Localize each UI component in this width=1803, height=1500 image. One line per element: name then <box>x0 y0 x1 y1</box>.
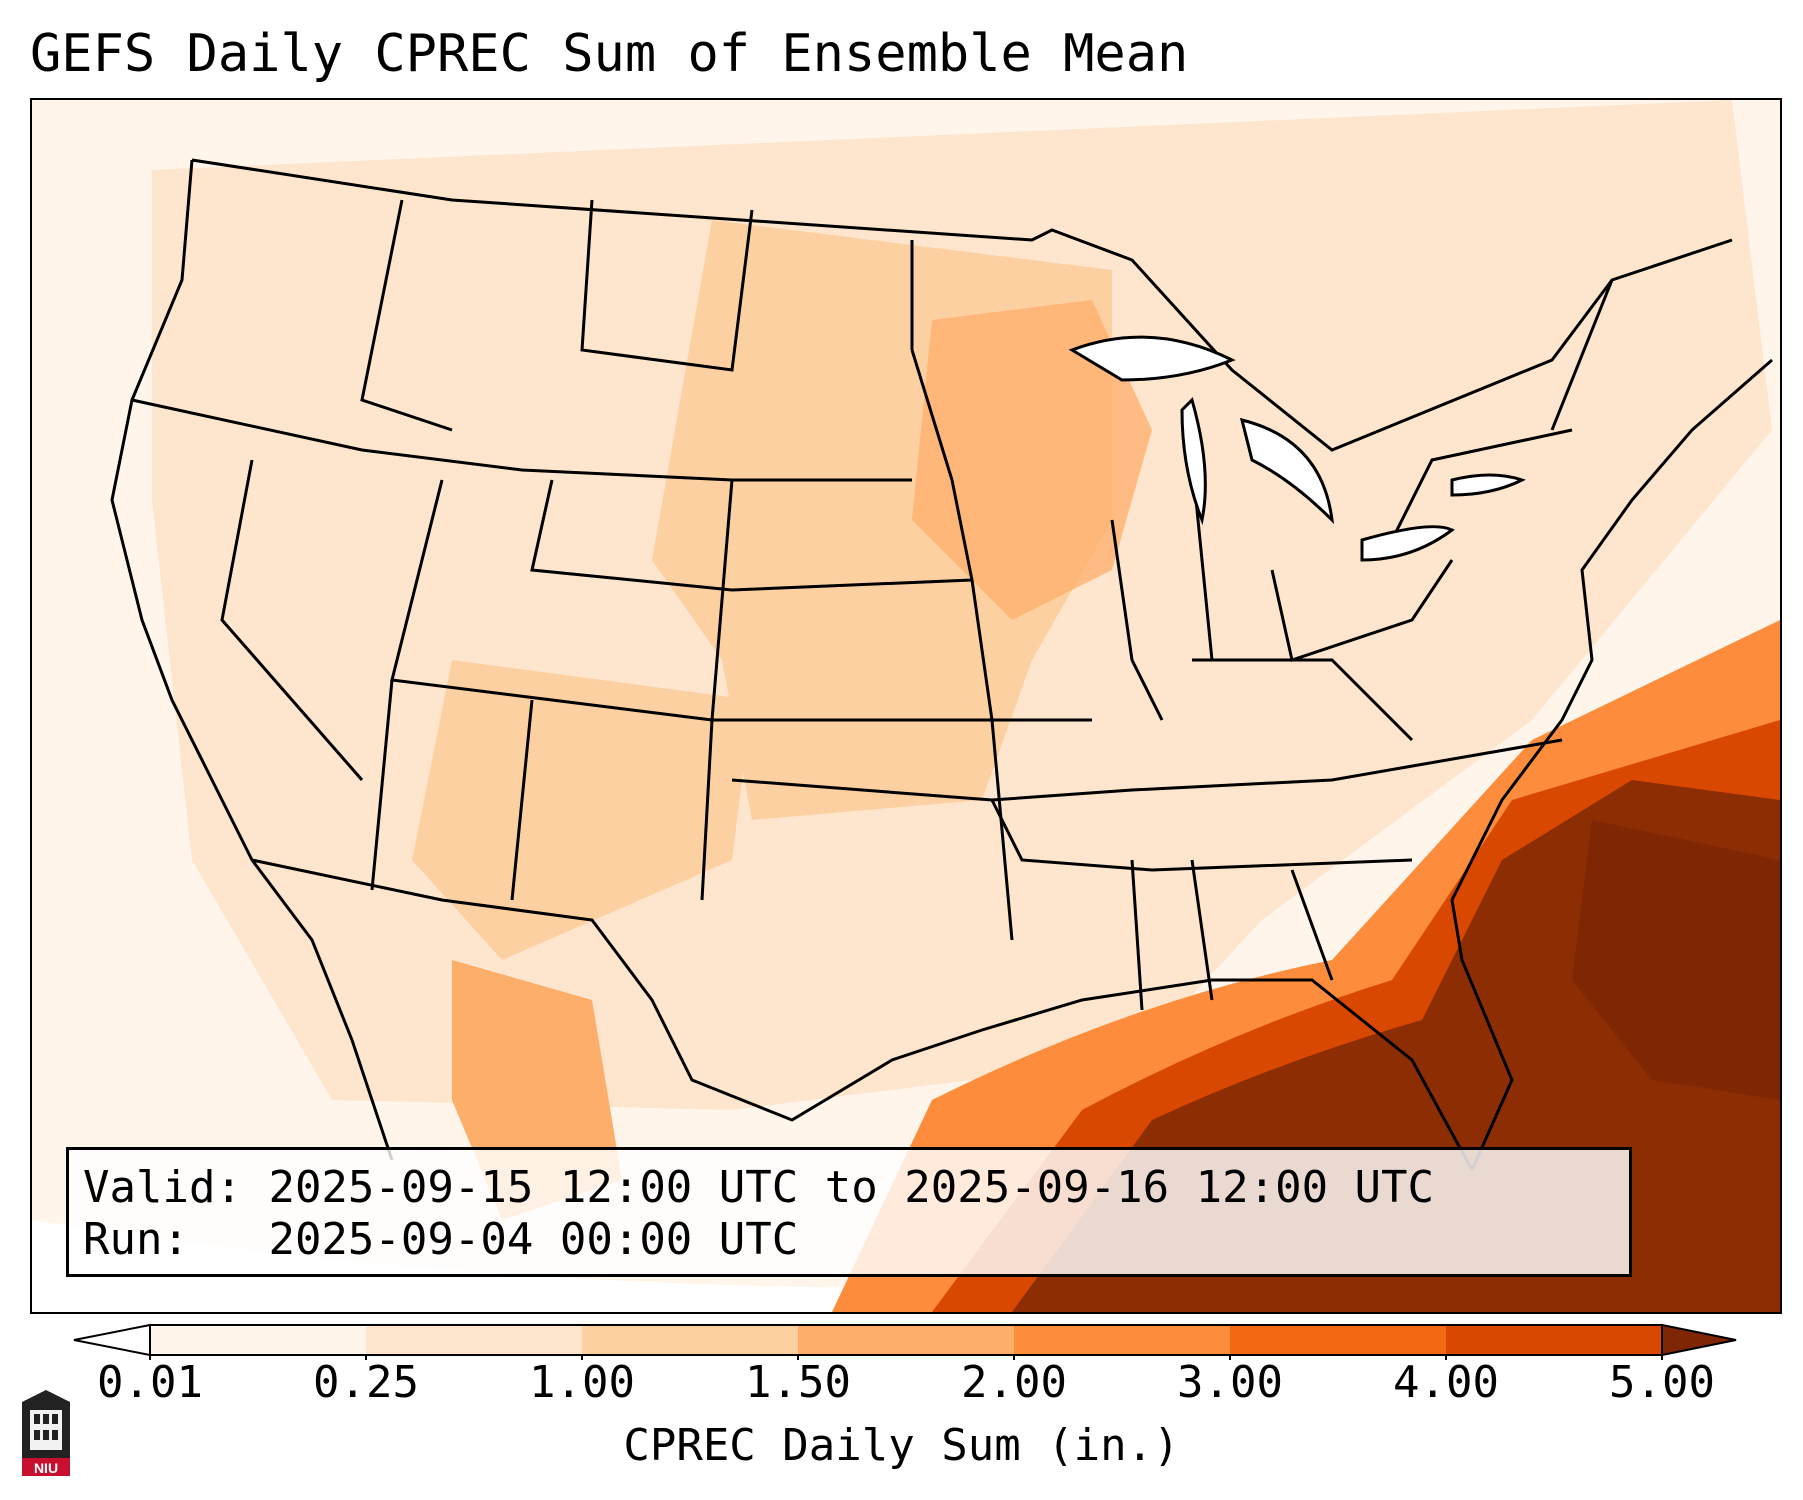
colorbar-tick-label: 5.00 <box>1609 1357 1715 1408</box>
colorbar-segment <box>1014 1325 1231 1355</box>
niu-logo: NIU <box>22 1390 70 1476</box>
logo-text: NIU <box>34 1460 58 1476</box>
colorbar-under-arrow <box>73 1323 151 1357</box>
chart-title: GEFS Daily CPREC Sum of Ensemble Mean <box>30 24 1189 84</box>
colorbar-segment <box>1446 1325 1663 1355</box>
run-value: 2025-09-04 00:00 UTC <box>268 1214 799 1265</box>
colorbar-tick-label: 2.00 <box>961 1357 1067 1408</box>
colorbar-segment <box>1230 1325 1447 1355</box>
shading-atlantic-core <box>1572 820 1780 1100</box>
precip-map <box>32 100 1780 1312</box>
colorbar-segment <box>366 1325 583 1355</box>
valid-value: 2025-09-15 12:00 UTC to 2025-09-16 12:00… <box>268 1162 1435 1213</box>
colorbar-tick-label: 1.50 <box>745 1357 851 1408</box>
state-borders <box>110 158 1773 1171</box>
colorbar-segment <box>798 1325 1015 1355</box>
colorbar-over-arrow <box>1661 1323 1737 1357</box>
colorbar-segment <box>582 1325 799 1355</box>
shading-midwest <box>912 300 1152 620</box>
colorbar-label: CPREC Daily Sum (in.) <box>623 1420 1180 1471</box>
great-lakes <box>1068 335 1526 562</box>
colorbar-tick-label: 0.25 <box>313 1357 419 1408</box>
colorbar-tick-label: 4.00 <box>1393 1357 1499 1408</box>
colorbar-tick-label: 1.00 <box>529 1357 635 1408</box>
run-label: Run: <box>83 1214 189 1265</box>
colorbar-outline <box>149 1324 1663 1356</box>
colorbar-tick-label: 0.01 <box>97 1357 203 1408</box>
valid-label: Valid: <box>83 1162 242 1213</box>
shading-southwest <box>412 660 752 960</box>
map-panel <box>30 98 1782 1314</box>
validity-info-box: Valid: 2025-09-15 12:00 UTC to 2025-09-1… <box>66 1147 1632 1277</box>
colorbar-tick-label: 3.00 <box>1177 1357 1283 1408</box>
colorbar-segment <box>150 1325 367 1355</box>
